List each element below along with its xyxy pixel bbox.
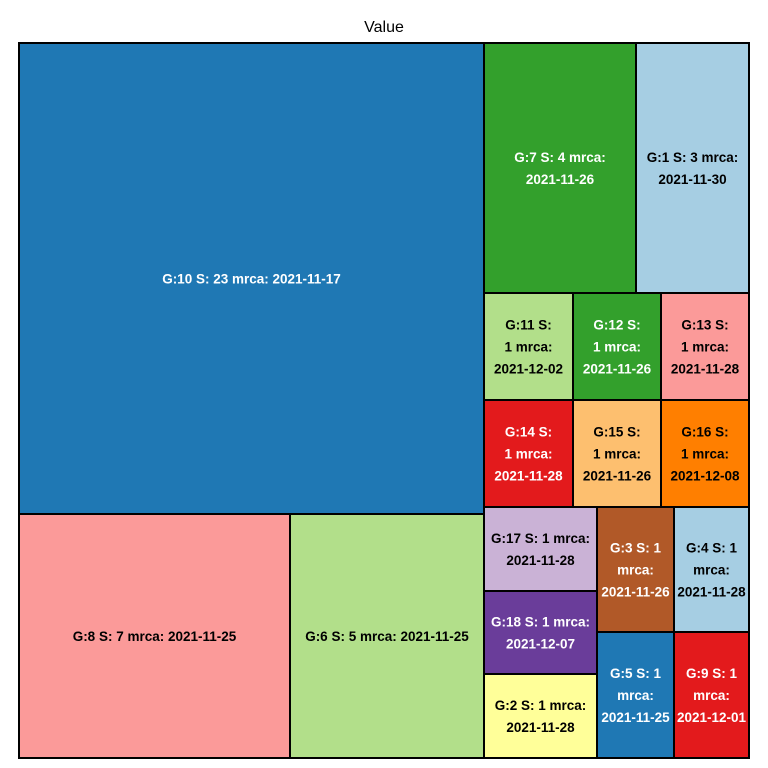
treemap-cell-g17: G:17 S: 1 mrca: 2021-11-28 bbox=[483, 506, 598, 592]
treemap-cell-g14: G:14 S: 1 mrca: 2021-11-28 bbox=[483, 399, 574, 508]
treemap-cell-g10: G:10 S: 23 mrca: 2021-11-17 bbox=[18, 42, 485, 515]
treemap-cell-label: G:3 S: 1 mrca: 2021-11-26 bbox=[601, 541, 670, 600]
treemap-cell-rect bbox=[483, 673, 598, 759]
treemap-cell-rect bbox=[483, 590, 598, 675]
treemap-cell-g7: G:7 S: 4 mrca: 2021-11-26 bbox=[483, 42, 637, 294]
treemap-cell-g6: G:6 S: 5 mrca: 2021-11-25 bbox=[289, 513, 485, 759]
treemap-cell-label: G:10 S: 23 mrca: 2021-11-17 bbox=[162, 272, 341, 287]
treemap-cell-label: G:17 S: 1 mrca: 2021-11-28 bbox=[491, 531, 590, 568]
treemap-cell-rect bbox=[483, 399, 574, 508]
treemap-cell-g18: G:18 S: 1 mrca: 2021-12-07 bbox=[483, 590, 598, 675]
treemap-cell-label: G:16 S: 1 mrca: 2021-12-08 bbox=[670, 425, 740, 484]
treemap-cell-g11: G:11 S: 1 mrca: 2021-12-02 bbox=[483, 292, 574, 401]
treemap-cell-g15: G:15 S: 1 mrca: 2021-11-26 bbox=[572, 399, 662, 508]
treemap-cell-rect bbox=[673, 631, 750, 759]
treemap-cells: G:10 S: 23 mrca: 2021-11-17 G:8 S: 7 mrca… bbox=[18, 42, 750, 759]
treemap-cell-rect bbox=[660, 399, 750, 508]
treemap-cell-g16: G:16 S: 1 mrca: 2021-12-08 bbox=[660, 399, 750, 508]
treemap-cell-label: G:12 S: 1 mrca: 2021-11-26 bbox=[583, 318, 652, 377]
treemap-cell-g12: G:12 S: 1 mrca: 2021-11-26 bbox=[572, 292, 662, 401]
treemap-cell-label: G:4 S: 1 mrca: 2021-11-28 bbox=[677, 541, 746, 600]
treemap-cell-rect bbox=[673, 506, 750, 633]
treemap-cell-g8: G:8 S: 7 mrca: 2021-11-25 bbox=[18, 513, 291, 759]
treemap-cell-label: G:5 S: 1 mrca: 2021-11-25 bbox=[601, 666, 670, 725]
treemap-cell-label: G:8 S: 7 mrca: 2021-11-25 bbox=[73, 629, 237, 644]
treemap-cell-g3: G:3 S: 1 mrca: 2021-11-26 bbox=[596, 506, 675, 633]
treemap-cell-g5: G:5 S: 1 mrca: 2021-11-25 bbox=[596, 631, 675, 759]
treemap-cell-rect bbox=[596, 631, 675, 759]
treemap-cell-rect bbox=[18, 513, 291, 759]
treemap-cell-rect bbox=[572, 399, 662, 508]
treemap-cell-label: G:15 S: 1 mrca: 2021-11-26 bbox=[583, 425, 652, 484]
treemap-cell-g9: G:9 S: 1 mrca: 2021-12-01 bbox=[673, 631, 750, 759]
chart-title: Value bbox=[364, 19, 404, 36]
treemap-cell-label: G:7 S: 4 mrca: 2021-11-26 bbox=[514, 150, 606, 187]
treemap-cell-label: G:18 S: 1 mrca: 2021-12-07 bbox=[491, 615, 590, 652]
treemap-cell-label: G:9 S: 1 mrca: 2021-12-01 bbox=[677, 666, 747, 725]
treemap-cell-rect bbox=[635, 42, 750, 294]
treemap-cell-rect bbox=[660, 292, 750, 401]
treemap-cell-rect bbox=[596, 506, 675, 633]
treemap-cell-g13: G:13 S: 1 mrca: 2021-11-28 bbox=[660, 292, 750, 401]
treemap-cell-g2: G:2 S: 1 mrca: 2021-11-28 bbox=[483, 673, 598, 759]
treemap-cell-label: G:6 S: 5 mrca: 2021-11-25 bbox=[305, 629, 469, 644]
treemap-cell-label: G:11 S: 1 mrca: 2021-12-02 bbox=[494, 318, 563, 377]
treemap-cell-rect bbox=[483, 42, 637, 294]
treemap-cell-rect bbox=[483, 506, 598, 592]
treemap-cell-g1: G:1 S: 3 mrca: 2021-11-30 bbox=[635, 42, 750, 294]
treemap-cell-g4: G:4 S: 1 mrca: 2021-11-28 bbox=[673, 506, 750, 633]
treemap-cell-label: G:14 S: 1 mrca: 2021-11-28 bbox=[494, 425, 563, 484]
treemap-cell-rect bbox=[289, 513, 485, 759]
treemap-cell-label: G:2 S: 1 mrca: 2021-11-28 bbox=[495, 698, 587, 735]
treemap-cell-label: G:13 S: 1 mrca: 2021-11-28 bbox=[671, 318, 740, 377]
treemap-cell-rect bbox=[18, 42, 485, 515]
treemap-cell-label: G:1 S: 3 mrca: 2021-11-30 bbox=[647, 150, 739, 187]
